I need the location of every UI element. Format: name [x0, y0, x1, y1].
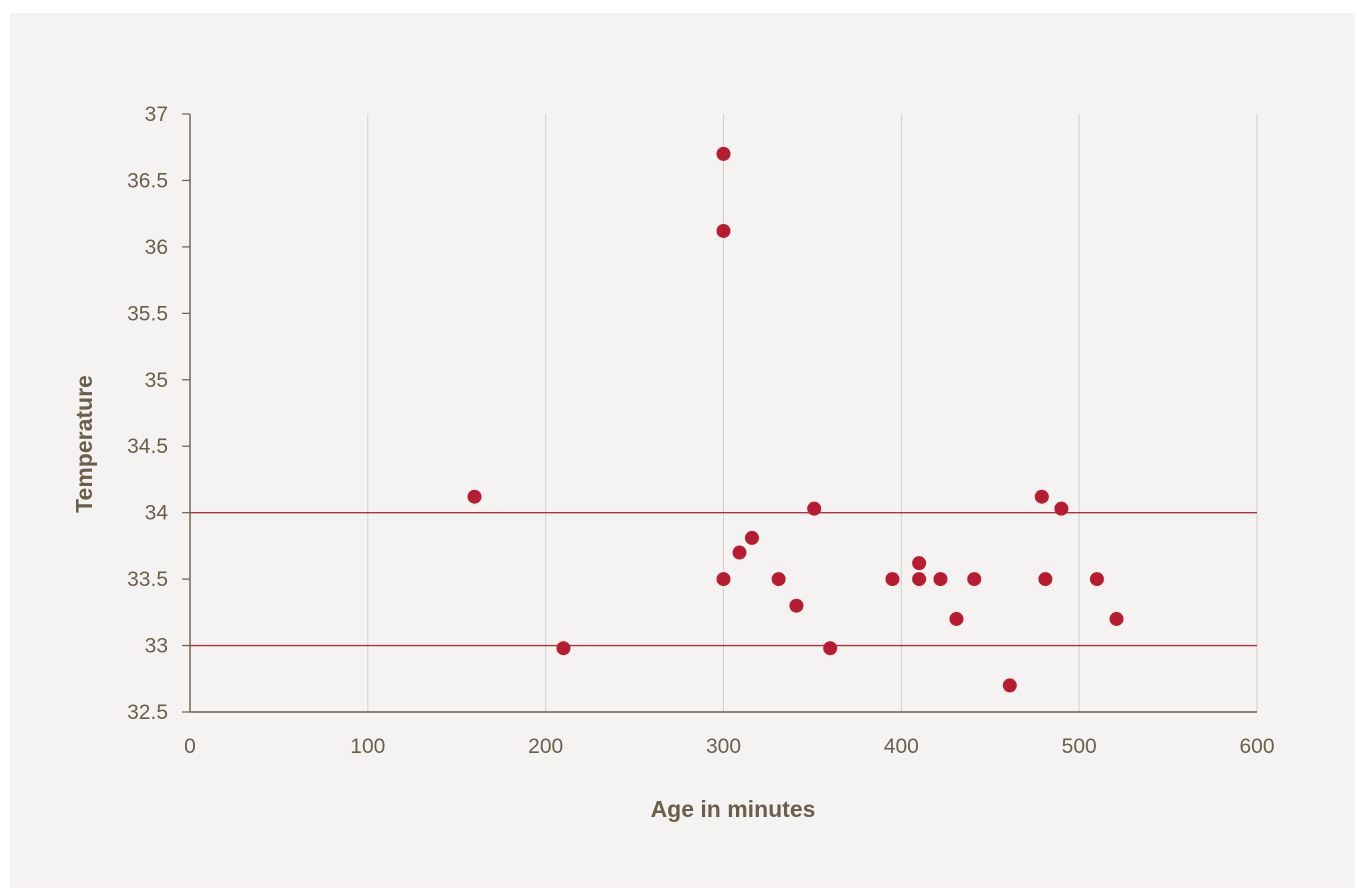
- x-tick-label-5: 500: [1062, 735, 1097, 758]
- data-point-17: [1002, 678, 1017, 693]
- data-points: [467, 146, 1124, 693]
- y-tick-label-6: 35.5: [127, 302, 168, 325]
- y-tick-label-5: 35: [145, 369, 168, 392]
- y-tick-label-3: 34: [145, 502, 169, 525]
- chart-background: [10, 13, 1355, 888]
- y-tick-label-2: 33.5: [127, 568, 168, 591]
- data-point-15: [949, 611, 964, 626]
- data-point-14: [933, 572, 948, 587]
- data-point-8: [789, 598, 804, 613]
- data-point-11: [885, 572, 900, 587]
- x-tick-label-3: 300: [706, 735, 741, 758]
- gridlines: [367, 114, 1258, 712]
- data-point-22: [1109, 611, 1124, 626]
- x-tick-labels: 0 100 200 300 400 500 600: [184, 735, 1274, 758]
- y-tick-labels: 32.5 33 33.5 34 34.5 35 35.5 36 36.5 37: [127, 103, 190, 724]
- x-tick-label-1: 100: [350, 735, 385, 758]
- data-point-21: [1089, 572, 1104, 587]
- y-tick-label-1: 33: [145, 635, 168, 658]
- data-point-19: [1038, 572, 1053, 587]
- reference-lines: [190, 511, 1257, 647]
- data-point-13: [912, 556, 927, 571]
- data-point-12: [912, 572, 927, 587]
- data-point-4: [716, 572, 731, 587]
- data-point-7: [771, 572, 786, 587]
- y-tick-label-4: 34.5: [127, 435, 168, 458]
- data-point-5: [732, 545, 747, 560]
- x-tick-label-6: 600: [1239, 735, 1274, 758]
- x-axis-title: Age in minutes: [651, 796, 816, 822]
- x-tick-label-2: 200: [528, 735, 563, 758]
- y-axis-title: Temperature: [71, 375, 97, 513]
- y-tick-label-8: 36.5: [127, 169, 168, 192]
- data-point-3: [716, 223, 731, 238]
- data-point-1: [556, 641, 571, 656]
- y-tick-label-0: 32.5: [127, 701, 168, 724]
- data-point-16: [967, 572, 982, 587]
- data-point-20: [1054, 501, 1069, 516]
- data-point-2: [716, 146, 731, 161]
- data-point-9: [807, 501, 822, 516]
- data-point-18: [1034, 489, 1049, 504]
- x-tick-label-0: 0: [184, 735, 196, 758]
- y-tick-label-7: 36: [145, 236, 168, 259]
- data-point-10: [823, 641, 838, 656]
- axes: [189, 114, 1257, 713]
- data-point-6: [744, 530, 759, 545]
- y-tick-label-9: 37: [145, 103, 168, 126]
- data-point-0: [467, 489, 482, 504]
- x-tick-label-4: 400: [884, 735, 919, 758]
